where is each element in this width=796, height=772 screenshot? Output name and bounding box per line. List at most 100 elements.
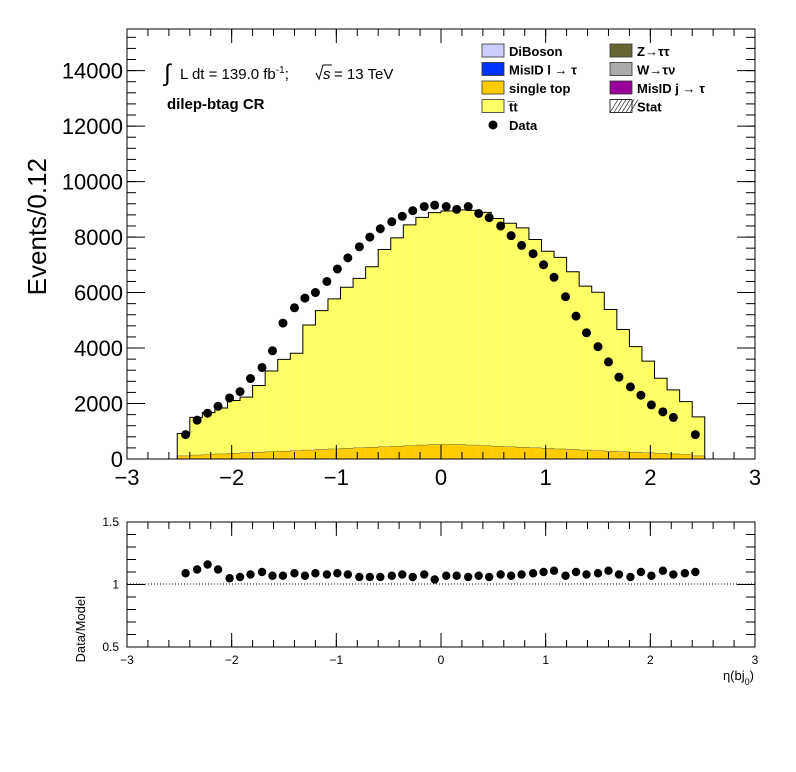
y-tick-label: 10000 [62,170,123,195]
data-point-15 [343,253,353,263]
data-point-25 [452,204,462,214]
ratio-point-18 [376,572,385,582]
ratio-point-43 [647,571,656,580]
ratio-points [181,560,700,584]
bar-tt-20 [428,212,441,445]
data-point-13 [322,276,332,286]
ratio-point-37 [582,570,591,579]
data-point-3 [213,401,223,411]
bar-tt-16 [378,249,391,447]
bar-singletop-13 [340,448,354,459]
bar-tt-25 [491,218,504,446]
data-point-35 [561,292,571,302]
ratio-point-15 [343,570,353,579]
bar-singletop-40 [679,454,693,459]
data-point-40 [614,372,624,382]
data-point-14 [332,264,342,274]
data-point-0 [181,430,191,440]
ratio-point-28 [484,572,494,582]
y-tick-label: 6000 [74,281,123,306]
bar-tt-17 [390,237,404,446]
bar-tt-10 [302,325,316,450]
data-point-5 [235,387,245,397]
ratio-point-35 [561,571,570,580]
legend-hatch [617,99,627,113]
bar-singletop-29 [541,448,555,459]
legend-hatch [609,99,619,113]
bar-singletop-12 [327,448,341,459]
ratio-point-13 [322,570,332,579]
ratio-point-47 [691,567,700,577]
ratio-point-29 [496,570,505,579]
ratio-x-tick-label: 2 [647,653,654,667]
svg-text:s: s [323,66,331,83]
bar-tt-24 [478,212,492,446]
bar-singletop-25 [491,445,504,459]
main-histogram-panel: −3 −2 −1 0 1 2 3 0 2000 4000 6000 8000 10000 12000 140… [22,28,761,490]
bar-singletop-11 [315,449,328,459]
bar-singletop-14 [353,447,366,459]
bar-tt-0 [177,433,190,456]
ratio-point-21 [408,572,417,582]
bar-singletop-27 [516,447,529,459]
legend-swatch [609,62,633,76]
bar-tt-36 [629,346,642,453]
data-point-19 [387,217,397,227]
bar-singletop-9 [290,450,303,459]
ratio-point-19 [387,571,397,580]
bar-singletop-33 [591,450,605,459]
legend-label: MisID j → τ [637,81,705,96]
ratio-point-10 [290,569,299,578]
ratio-point-24 [442,571,451,580]
bar-tt-29 [541,251,555,449]
data-point-46 [690,430,700,440]
legend-label: t̅t [507,100,518,115]
legend-label: single top [509,81,570,96]
region-label: dilep-btag CR [167,96,265,113]
bar-tt-22 [453,209,467,445]
data-point-29 [496,221,506,231]
data-point-34 [549,272,559,282]
data-point-12 [310,288,320,298]
ratio-point-30 [506,571,516,580]
ratio-point-34 [549,566,559,575]
bar-singletop-15 [365,447,379,459]
ratio-point-16 [355,572,364,582]
ratio-point-5 [235,572,245,582]
data-point-31 [517,240,527,250]
bar-singletop-26 [503,446,517,459]
stacked-histogram [176,209,706,459]
bar-tt-7 [265,371,278,452]
bar-singletop-35 [616,451,630,459]
bar-singletop-3 [214,453,228,459]
ratio-y-tick-label: 1.5 [102,515,119,529]
data-point-33 [539,260,549,270]
legend-swatch [481,43,505,58]
bar-singletop-41 [692,455,705,459]
ratio-point-17 [365,572,375,582]
ratio-point-26 [464,572,473,582]
ratio-point-42 [636,567,646,577]
step-outline-1 [176,209,706,459]
data-point-11 [300,293,310,303]
x-tick-label: 2 [644,465,656,490]
bar-singletop-20 [428,444,441,459]
ratio-y-tick-label: 0.5 [102,640,119,654]
bar-singletop-5 [240,452,253,459]
ratio-point-6 [246,570,255,579]
bar-singletop-38 [654,453,668,459]
ratio-panel: −3 −2 −1 0 1 2 3 0.5 1 1.5 Data/Model η(bj0) [73,515,759,687]
data-point-44 [658,407,668,417]
bar-tt-4 [227,400,241,454]
bar-singletop-22 [453,444,467,459]
data-point-7 [257,362,267,372]
bar-singletop-30 [554,448,567,459]
ratio-point-12 [311,569,320,578]
legend-swatch [481,62,505,76]
bar-tt-26 [503,223,517,447]
data-point-45 [668,412,678,422]
sqrt-s-label: s = 13 TeV [315,64,393,83]
y-tick-label: 12000 [62,114,123,139]
ratio-point-1 [192,565,202,574]
x-tick-label: −2 [219,465,244,490]
